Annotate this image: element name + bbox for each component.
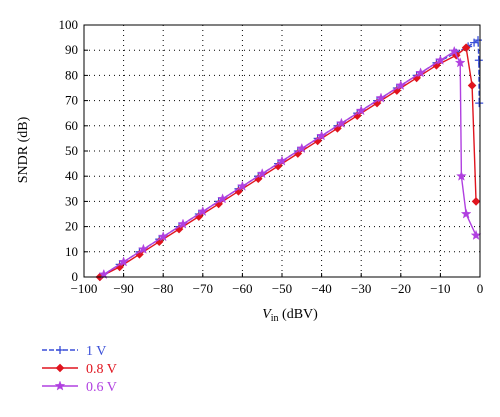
x-tick-label: −30	[351, 281, 371, 296]
data-point	[138, 243, 149, 254]
legend-item: 1 V	[42, 344, 106, 359]
data-point	[456, 170, 467, 181]
x-tick-label: −70	[193, 281, 213, 296]
y-tick-label: 10	[65, 244, 78, 259]
x-axis-label: Vin (dBV)	[262, 307, 318, 324]
y-tick-label: 40	[65, 168, 78, 183]
tick-labels: −100 −90 −80 −70 −60 −50 −40 −30 −20 −10 001020304…	[59, 17, 484, 296]
data-point	[435, 54, 446, 65]
y-tick-label: 20	[65, 219, 78, 234]
y-tick-label: 0	[72, 269, 79, 284]
y-tick-label: 50	[65, 143, 78, 158]
data-point	[448, 45, 460, 56]
data-point	[467, 81, 477, 90]
data-point	[475, 99, 484, 108]
x-tick-label: −100	[71, 281, 98, 296]
data-point	[237, 180, 248, 191]
y-tick-label: 70	[65, 93, 78, 108]
legend-item: 0.6 V	[42, 380, 117, 395]
data-point	[336, 117, 347, 128]
legend-item: 0.8 V	[42, 362, 117, 377]
x-axis-label-sub: in	[271, 313, 279, 324]
data-point	[375, 92, 387, 103]
legend-label: 0.6 V	[86, 380, 117, 395]
data-point	[276, 155, 288, 166]
x-axis-label-main: V	[262, 307, 272, 322]
x-tick-label: −10	[430, 281, 450, 296]
data-point	[296, 142, 308, 153]
series-2	[98, 45, 482, 279]
data-point	[415, 67, 426, 78]
data-point	[118, 256, 129, 267]
y-tick-label: 90	[65, 42, 78, 57]
data-point	[461, 43, 471, 52]
data-point	[454, 57, 466, 68]
data-point	[256, 168, 268, 179]
series-group	[95, 36, 484, 282]
x-tick-label: −20	[391, 281, 411, 296]
x-tick-label: −90	[113, 281, 133, 296]
series-line	[99, 46, 477, 278]
x-tick-label: −80	[153, 281, 173, 296]
grid-lines	[84, 25, 480, 277]
data-point	[460, 208, 472, 219]
x-tick-label: −60	[232, 281, 252, 296]
x-axis-label-unit: (dBV)	[279, 307, 319, 322]
legend: 1 V 0.8 V 0.6 V	[42, 344, 117, 395]
legend-label: 1 V	[86, 344, 106, 359]
data-point	[197, 205, 209, 216]
series-1	[95, 43, 481, 282]
data-point	[395, 79, 407, 90]
legend-marker	[56, 346, 64, 354]
x-tick-label: −40	[311, 281, 331, 296]
y-tick-label: 60	[65, 118, 78, 133]
legend-marker	[54, 380, 66, 391]
y-tick-label: 100	[59, 17, 79, 32]
y-tick-label: 80	[65, 67, 78, 82]
data-point	[157, 231, 169, 242]
y-tick-label: 30	[65, 193, 78, 208]
data-point	[217, 193, 228, 204]
y-axis-label: SNDR (dB)	[16, 116, 31, 183]
data-point	[474, 36, 483, 45]
data-point	[177, 218, 189, 229]
data-point	[316, 130, 327, 141]
x-tick-label: −50	[272, 281, 292, 296]
data-point	[470, 229, 482, 240]
x-tick-label: 0	[477, 281, 484, 296]
legend-marker	[55, 363, 65, 373]
data-point	[471, 197, 481, 206]
data-point	[474, 56, 483, 65]
data-point	[355, 105, 367, 116]
legend-label: 0.8 V	[86, 362, 117, 377]
